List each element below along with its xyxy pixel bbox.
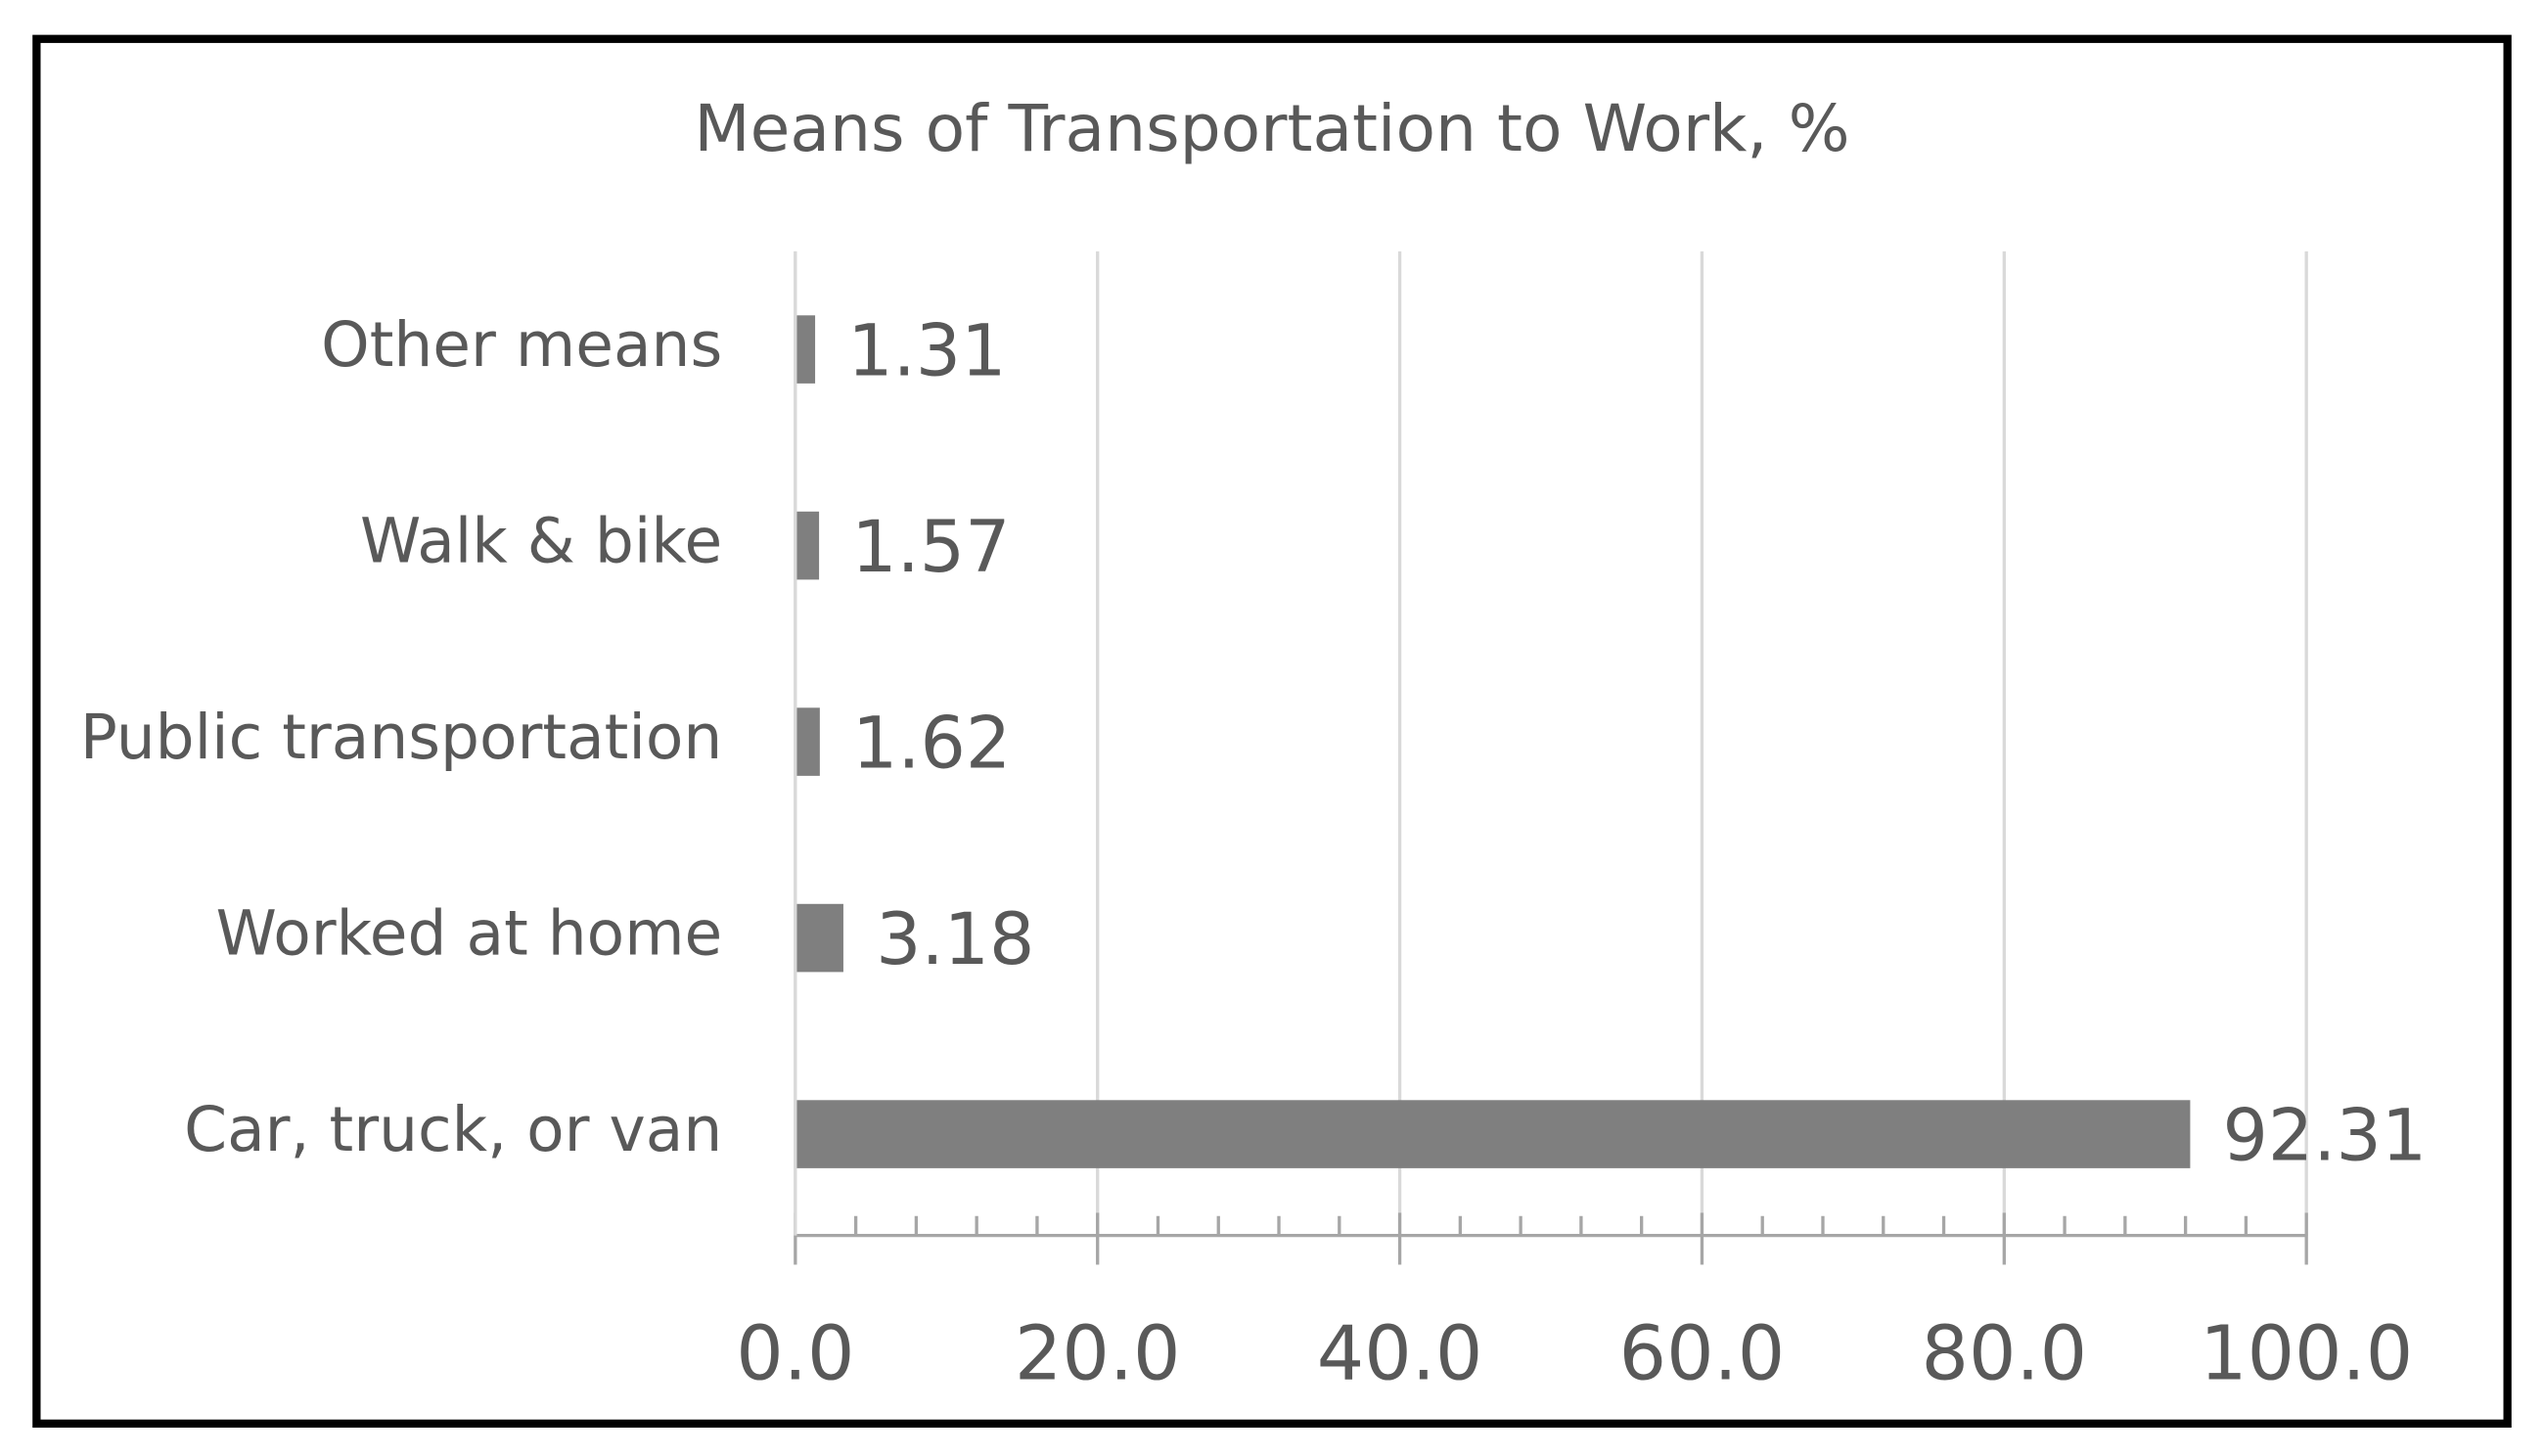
y-tick-label: Car, truck, or van [184, 1094, 722, 1165]
bar [795, 511, 820, 580]
data-label: 1.57 [851, 506, 1010, 589]
bar [795, 903, 843, 973]
x-tick-label: 100.0 [2200, 1310, 2413, 1397]
y-tick-label: Public transportation [80, 702, 722, 773]
x-tick-label: 60.0 [1619, 1310, 1786, 1397]
data-label: 1.62 [852, 703, 1011, 786]
data-label: 3.18 [876, 898, 1034, 981]
bar [795, 707, 820, 776]
chart-title: Means of Transportation to Work, % [694, 90, 1849, 166]
data-label: 1.31 [847, 310, 1006, 393]
x-tick-label: 80.0 [1921, 1310, 2087, 1397]
x-tick-label: 40.0 [1317, 1310, 1483, 1397]
x-tick-label: 20.0 [1015, 1310, 1181, 1397]
y-tick-label: Worked at home [216, 898, 723, 970]
data-label: 92.31 [2223, 1095, 2428, 1178]
y-tick-label: Walk & bike [360, 506, 722, 577]
bar [795, 315, 816, 384]
bar [795, 1100, 2191, 1168]
y-tick-label: Other means [321, 309, 722, 381]
chart-border [32, 34, 2512, 1429]
x-tick-label: 0.0 [736, 1310, 854, 1397]
